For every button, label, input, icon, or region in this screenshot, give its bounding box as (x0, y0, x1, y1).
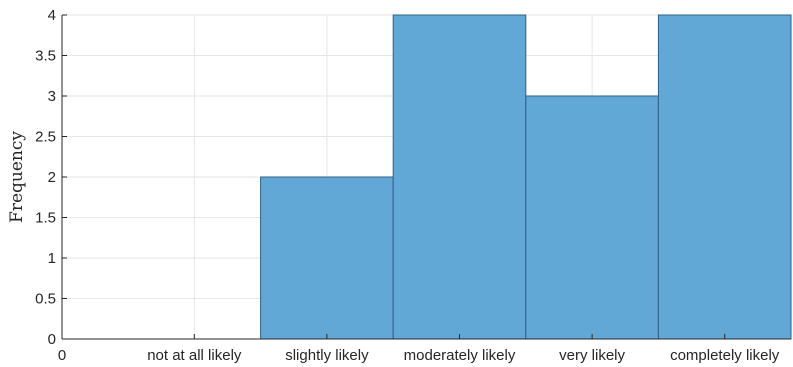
axes (61, 14, 791, 340)
y-tick-label: 1 (48, 250, 56, 267)
bars (260, 14, 792, 340)
y-tick-label: 0.5 (35, 291, 56, 308)
bar-slightly-likely (260, 176, 394, 340)
y-tick-label: 4 (48, 7, 56, 24)
bar-very-likely (525, 95, 659, 340)
x-tick-label: slightly likely (285, 347, 369, 364)
y-axis-label: Frequency (7, 131, 27, 223)
y-tick-label: 0 (48, 331, 56, 348)
y-tick-label: 1.5 (35, 210, 56, 227)
y-tick-labels: 0 0.5 1 1.5 2 2.5 3 3.5 4 (35, 7, 56, 348)
y-tick-label: 2.5 (35, 129, 56, 146)
y-tick-label: 3.5 (35, 48, 56, 65)
bar-moderately-likely (392, 14, 527, 340)
y-tick-label: 3 (48, 88, 56, 105)
x-tick-label: very likely (559, 347, 625, 364)
x-tick-labels: 0 not at all likely slightly likely moderat… (58, 347, 780, 364)
x-origin-label: 0 (58, 347, 66, 364)
x-tick-label: completely likely (670, 347, 780, 364)
y-tick-label: 2 (48, 169, 56, 186)
x-tick-label: moderately likely (404, 347, 516, 364)
x-tick-label: not at all likely (147, 347, 242, 364)
bar-completely-likely (657, 14, 792, 340)
